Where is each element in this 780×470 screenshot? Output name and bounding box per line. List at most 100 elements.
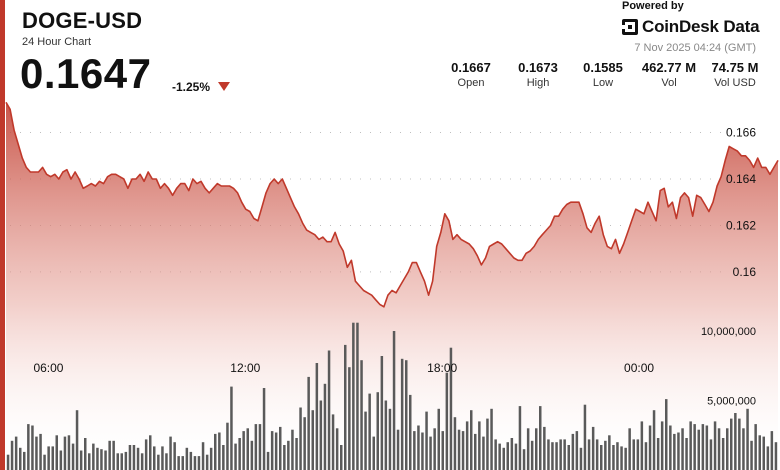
volume-bar (717, 428, 721, 470)
volume-bar (250, 440, 254, 470)
volume-bar (591, 426, 595, 470)
stat-label: Open (457, 77, 485, 89)
volume-bar (474, 433, 477, 470)
volume-bar (299, 407, 302, 470)
volume-bar (738, 418, 741, 470)
volume-bar (742, 428, 745, 470)
axis-labels: 0.166 0.164 0.162 0.16 10,000,000 5,000,000 06… (33, 126, 756, 408)
chart-subtitle: 24 Hour Chart (22, 36, 92, 48)
volume-bar (726, 428, 729, 470)
volume-bar (181, 456, 184, 470)
volume-bar (445, 372, 449, 470)
volume-bar (518, 406, 522, 470)
volume-tick-label: 10,000,000 (701, 326, 756, 338)
volume-bar (754, 424, 757, 470)
volume-bar (258, 424, 262, 470)
volume-bar (112, 440, 115, 470)
volume-bar (413, 431, 416, 470)
volume-bar (551, 442, 554, 470)
volume-tick-label: 5,000,000 (707, 396, 756, 408)
volume-bar (425, 411, 428, 470)
volume-bar (35, 436, 38, 470)
volume-bar (55, 435, 58, 470)
volume-bar (226, 422, 229, 470)
volume-bar (429, 436, 432, 470)
time-tick-label: 00:00 (624, 361, 654, 375)
stat-value: 74.75 M (711, 60, 759, 75)
volume-bar (368, 393, 371, 470)
volume-bar (279, 426, 282, 470)
volume-bar (205, 454, 209, 470)
volume-bar (144, 439, 148, 470)
volume-bar (762, 436, 765, 470)
volume-bar (400, 358, 404, 470)
volume-bar (59, 450, 63, 470)
volume-bar (656, 438, 660, 470)
volume-bar (730, 418, 733, 470)
volume-bar (530, 440, 534, 470)
volume-bar (340, 445, 343, 470)
volume-bar (372, 436, 375, 470)
volume-bar (409, 394, 412, 470)
volume-bar (689, 421, 692, 470)
volume-bar (417, 425, 420, 470)
volume-bar (721, 438, 725, 470)
brand-name: CoinDesk Data (642, 17, 760, 36)
volume-bar (27, 424, 30, 470)
volume-bar (587, 439, 591, 470)
price-tick-label: 0.162 (726, 218, 756, 232)
brand-logo[interactable]: CoinDesk Data (622, 16, 760, 38)
volume-bar (331, 414, 335, 470)
volume-bar (535, 428, 538, 470)
volume-bar (335, 428, 339, 470)
volume-bar (595, 439, 599, 470)
stat-vol: 462.77 M Vol (634, 60, 704, 89)
timestamp: 7 Nov 2025 04:24 (GMT) (634, 42, 756, 54)
volume-bar (449, 347, 453, 470)
coindesk-logo-icon (622, 19, 638, 35)
volume-bar (270, 431, 274, 470)
volume-bar (559, 439, 562, 470)
stat-vol-usd: 74.75 M Vol USD (700, 60, 770, 89)
volume-bar (652, 410, 656, 470)
volume-bar (92, 443, 95, 470)
down-arrow-icon (218, 82, 230, 91)
volume-bar (734, 413, 737, 470)
time-tick-label: 12:00 (230, 361, 260, 375)
price-line-group (5, 101, 779, 308)
price-area (6, 102, 778, 470)
volume-bar (384, 400, 388, 470)
volume-bar (628, 428, 631, 470)
volume-bar (234, 443, 237, 470)
time-tick-label: 06:00 (33, 361, 63, 375)
current-price: 0.1647 (20, 50, 152, 97)
volume-bar (392, 331, 396, 470)
volume-bar (51, 446, 54, 470)
volume-bar (470, 410, 473, 470)
volume-bar (583, 404, 587, 470)
volume-bar (750, 440, 753, 470)
volume-bar (604, 440, 607, 470)
volume-bar (136, 447, 140, 470)
volume-bar (238, 438, 241, 470)
volume-bar (665, 399, 668, 470)
volume-bar (660, 421, 664, 470)
volume-bar (19, 447, 22, 470)
volume-bar (149, 435, 152, 470)
volume-bar (539, 406, 542, 470)
volume-bar (713, 421, 717, 470)
volume-bar (486, 418, 489, 470)
volume-bars (6, 322, 778, 470)
volume-bar (47, 446, 50, 470)
volume-bar (283, 445, 286, 470)
pair-title: DOGE-USD (22, 8, 143, 33)
stat-open: 0.1667 Open (436, 60, 506, 89)
volume-bar (360, 360, 363, 470)
volume-bar (421, 432, 424, 470)
volume-bar (490, 408, 493, 470)
volume-bar (128, 445, 132, 470)
volume-bar (161, 446, 164, 470)
volume-bar (571, 433, 575, 470)
volume-bar (506, 442, 509, 470)
